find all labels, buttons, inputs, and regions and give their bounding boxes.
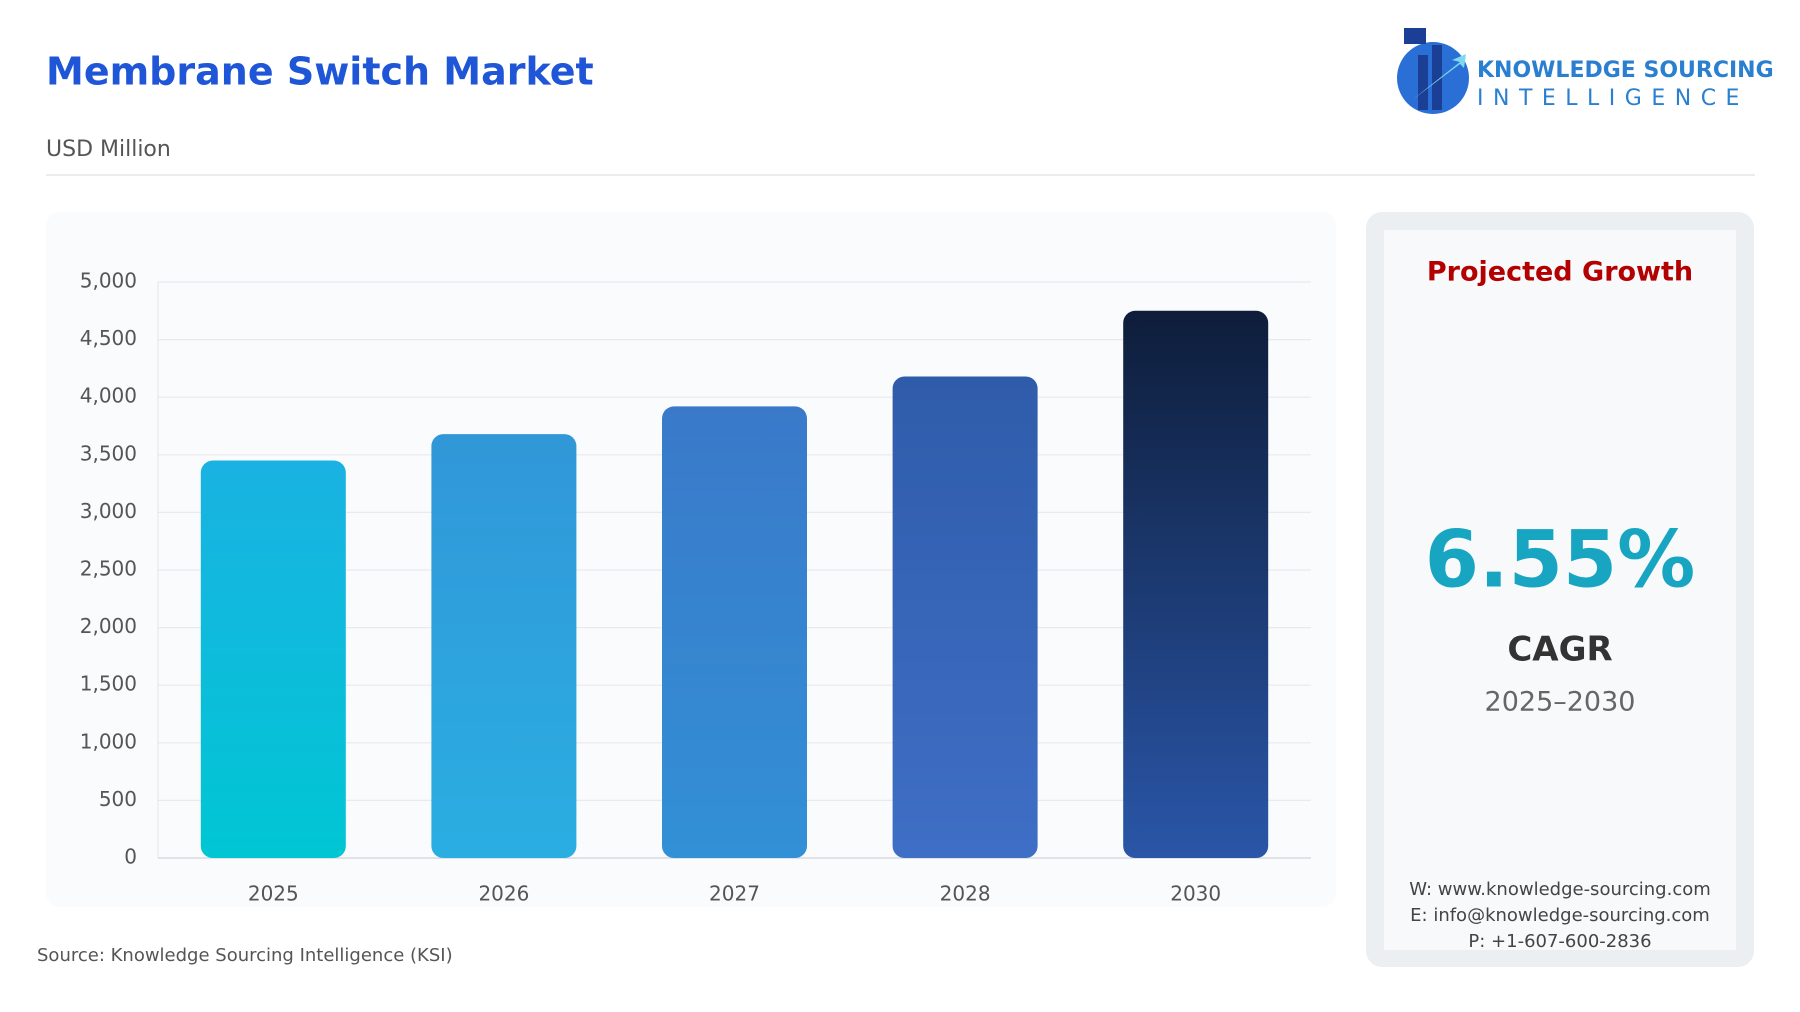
bar — [892, 376, 1038, 858]
contact-line: E: info@knowledge-sourcing.com — [1410, 905, 1710, 926]
logo-text: KNOWLEDGE SOURCING — [1477, 58, 1774, 83]
cagr-period: 2025–2030 — [1485, 687, 1636, 718]
x-tick-label: 2027 — [709, 882, 760, 906]
y-tick-label: 5,000 — [80, 269, 137, 293]
source: Source: Knowledge Sourcing Intelligence … — [37, 945, 453, 966]
bar — [1123, 310, 1269, 858]
y-tick-label: 3,500 — [80, 441, 137, 465]
x-tick-label: 2028 — [940, 882, 991, 906]
cagr-label: CAGR — [1507, 630, 1612, 670]
y-tick-label: 2,500 — [80, 557, 137, 581]
bar — [200, 460, 346, 858]
contact-line: P: +1-607-600-2836 — [1468, 931, 1651, 952]
bar — [662, 406, 807, 858]
x-tick-label: 2030 — [1170, 882, 1221, 906]
panel-heading: Projected Growth — [1427, 257, 1693, 288]
x-tick-label: 2025 — [248, 882, 299, 906]
logo-arrow — [1412, 54, 1466, 100]
contact-line: W: www.knowledge-sourcing.com — [1409, 879, 1711, 900]
y-tick-label: 0 — [124, 845, 137, 869]
plot-area: 0 500 1,000 1,500 2,000 2,500 3,000 3,500 4,000 4… — [80, 269, 1311, 906]
y-tick-label: 2,000 — [80, 614, 137, 638]
title: Membrane Switch Market — [46, 50, 594, 94]
logo-blocks — [1404, 28, 1426, 44]
y-tick-label: 1,500 — [80, 672, 137, 696]
logo: KNOWLEDGE SOURCING INTELLIGENCE — [1397, 28, 1774, 114]
cagr-value: 6.55% — [1425, 515, 1696, 605]
y-tick-label: 4,500 — [80, 326, 137, 350]
y-tick-label: 3,000 — [80, 499, 137, 523]
logo-text: INTELLIGENCE — [1477, 86, 1749, 111]
y-tick-label: 500 — [99, 787, 137, 811]
contacts: W: www.knowledge-sourcing.com E: info@kno… — [1409, 879, 1711, 952]
y-tick-label: 4,000 — [80, 384, 137, 408]
logo-bar — [1418, 55, 1428, 110]
logo-bar — [1432, 45, 1442, 110]
bar — [431, 434, 577, 858]
x-tick-label: 2026 — [478, 882, 529, 906]
subtitle: USD Million — [46, 137, 171, 162]
y-tick-label: 1,000 — [80, 729, 137, 753]
panel-inner — [1384, 230, 1736, 950]
